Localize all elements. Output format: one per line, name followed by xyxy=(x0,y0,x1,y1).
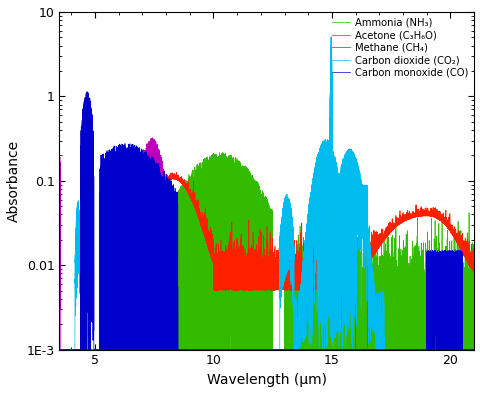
Carbon monoxide (CO) xyxy=(84,89,90,94)
Line: Acetone (C₃H₆O): Acetone (C₃H₆O) xyxy=(60,172,473,349)
Methane (CH₄) xyxy=(416,347,422,352)
Ammonia (NH₃) xyxy=(416,347,422,352)
Ammonia (NH₃) xyxy=(428,347,433,352)
Methane (CH₄) xyxy=(57,166,62,171)
Acetone (C₃H₆O) xyxy=(173,170,179,175)
Methane (CH₄) xyxy=(469,347,475,352)
Acetone (C₃H₆O) xyxy=(470,266,476,271)
Methane (CH₄) xyxy=(470,347,476,352)
Legend: Ammonia (NH₃), Acetone (C₃H₆O), Methane (CH₄), Carbon dioxide (CO₂), Carbon mono: Ammonia (NH₃), Acetone (C₃H₆O), Methane … xyxy=(328,15,470,81)
Carbon monoxide (CO) xyxy=(416,347,422,352)
Carbon dioxide (CO₂) xyxy=(470,347,476,352)
Ammonia (NH₃) xyxy=(321,347,326,352)
Carbon dioxide (CO₂) xyxy=(416,347,422,352)
Carbon dioxide (CO₂) xyxy=(57,347,62,352)
Ammonia (NH₃) xyxy=(57,347,62,352)
Carbon dioxide (CO₂) xyxy=(321,143,326,147)
Methane (CH₄) xyxy=(58,347,63,352)
Y-axis label: Absorbance: Absorbance xyxy=(7,140,21,222)
Line: Methane (CH₄): Methane (CH₄) xyxy=(60,138,473,349)
Carbon monoxide (CO) xyxy=(469,347,475,352)
Carbon monoxide (CO) xyxy=(428,297,433,302)
Carbon monoxide (CO) xyxy=(470,347,476,352)
Carbon monoxide (CO) xyxy=(321,347,326,352)
Acetone (C₃H₆O) xyxy=(57,347,62,352)
Carbon monoxide (CO) xyxy=(465,347,470,352)
Carbon dioxide (CO₂) xyxy=(428,347,433,352)
Line: Ammonia (NH₃): Ammonia (NH₃) xyxy=(60,152,473,349)
Carbon dioxide (CO₂) xyxy=(465,347,470,352)
Ammonia (NH₃) xyxy=(242,347,248,352)
Acetone (C₃H₆O) xyxy=(416,214,422,218)
Methane (CH₄) xyxy=(149,136,155,140)
Methane (CH₄) xyxy=(428,347,433,352)
Methane (CH₄) xyxy=(465,347,470,352)
Methane (CH₄) xyxy=(321,347,326,352)
Line: Carbon dioxide (CO₂): Carbon dioxide (CO₂) xyxy=(60,37,473,349)
Ammonia (NH₃) xyxy=(219,150,225,155)
Acetone (C₃H₆O) xyxy=(242,269,248,273)
X-axis label: Wavelength (μm): Wavelength (μm) xyxy=(206,373,326,387)
Acetone (C₃H₆O) xyxy=(465,252,470,256)
Line: Carbon monoxide (CO): Carbon monoxide (CO) xyxy=(60,92,473,349)
Carbon monoxide (CO) xyxy=(57,347,62,352)
Carbon dioxide (CO₂) xyxy=(469,347,475,352)
Carbon monoxide (CO) xyxy=(242,347,248,352)
Carbon dioxide (CO₂) xyxy=(242,347,248,352)
Ammonia (NH₃) xyxy=(469,347,475,352)
Methane (CH₄) xyxy=(242,347,248,352)
Acetone (C₃H₆O) xyxy=(469,264,475,268)
Ammonia (NH₃) xyxy=(470,259,476,264)
Carbon dioxide (CO₂) xyxy=(328,34,334,39)
Acetone (C₃H₆O) xyxy=(428,214,433,218)
Acetone (C₃H₆O) xyxy=(321,271,326,276)
Ammonia (NH₃) xyxy=(465,341,470,346)
